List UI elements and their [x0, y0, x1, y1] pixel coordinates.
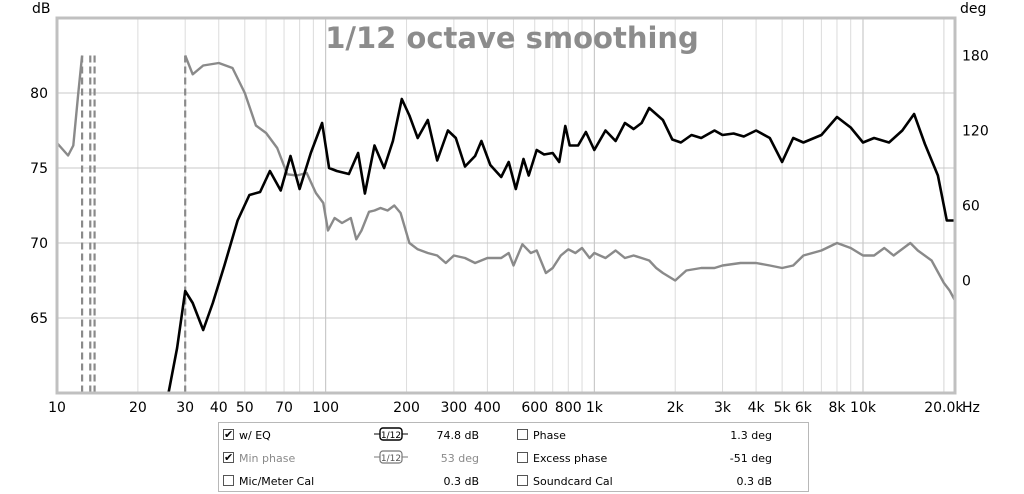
smoothing-icon: 1/12	[374, 450, 408, 464]
x-tick-label: 800	[555, 400, 582, 416]
x-tick-label: 2k	[667, 400, 685, 416]
x-tick-label: 300	[440, 400, 467, 416]
min-phase-smoothing-text: 1/12	[381, 454, 401, 464]
x-tick-label: 6k	[795, 400, 813, 416]
legend-panel: ✔ w/ EQ 1/12 74.8 dB Phase 1.3 deg ✔ Min…	[218, 422, 809, 492]
soundcard-cal-label: Soundcard Cal	[533, 475, 613, 488]
x-tick-label: 1k	[586, 400, 604, 416]
phase-checkbox[interactable]	[517, 429, 528, 440]
min-phase-value: 53 deg	[440, 452, 479, 465]
y-left-tick-label: 65	[30, 311, 48, 327]
smoothing-icon: 1/12	[374, 427, 408, 441]
x-tick-label: 30	[176, 400, 194, 416]
x-tick-label: 40	[210, 400, 228, 416]
x-tick-label: 4k	[748, 400, 766, 416]
series-layer	[57, 55, 955, 393]
x-tick-label: 3k	[714, 400, 732, 416]
x-tick-label: 600	[521, 400, 548, 416]
x-tick-label: 200	[393, 400, 420, 416]
y-right-tick-label: 180	[962, 49, 989, 65]
plot-frame	[55, 16, 957, 395]
y-right-tick-label: 60	[962, 199, 980, 215]
legend-row-eq: ✔ w/ EQ 1/12 74.8 dB Phase 1.3 deg	[219, 425, 808, 445]
x-tick-label: 10k	[850, 400, 877, 416]
series-line-min-phase	[184, 55, 955, 302]
excess-phase-value: -51 deg	[729, 452, 772, 465]
legend-row-min-phase: ✔ Min phase 1/12 53 deg Excess phase -51…	[219, 448, 808, 468]
mic-cal-label: Mic/Meter Cal	[239, 475, 315, 488]
right-axis-unit: deg	[960, 1, 986, 17]
x-tick-label: 10	[48, 400, 66, 416]
y-right-tick-label: 120	[962, 124, 989, 140]
left-axis-unit: dB	[32, 1, 51, 17]
mic-cal-value: 0.3 dB	[443, 475, 479, 488]
excess-phase-label: Excess phase	[533, 452, 608, 465]
soundcard-cal-value: 0.3 dB	[736, 475, 772, 488]
eq-checkbox[interactable]: ✔	[223, 428, 234, 441]
y-left-tick-label: 70	[30, 236, 48, 252]
min-phase-smoothing-button[interactable]: 1/12	[374, 450, 408, 464]
excess-phase-checkbox[interactable]	[517, 452, 528, 463]
x-tick-label: 50	[236, 400, 254, 416]
x-tick-label: 400	[474, 400, 501, 416]
x-tick-label: 100	[312, 400, 339, 416]
x-tick-label: 5k	[774, 400, 792, 416]
x-tick-label: 70	[275, 400, 293, 416]
mic-cal-checkbox[interactable]	[223, 475, 234, 486]
eq-smoothing-text: 1/12	[381, 431, 401, 441]
min-phase-checkbox[interactable]: ✔	[223, 451, 234, 464]
x-tick-label: 20.0k	[924, 400, 964, 416]
eq-value: 74.8 dB	[436, 429, 479, 442]
grid-lines	[56, 18, 955, 393]
y-right-tick-label: 0	[962, 274, 971, 290]
x-tick-label: 20	[129, 400, 147, 416]
legend-row-cal: Mic/Meter Cal 0.3 dB Soundcard Cal 0.3 d…	[219, 471, 808, 491]
tick-labels: 10 20 30 40 50 70 100 200 300 400 600 800 1k 2k 3k 4k 5k…	[30, 49, 989, 417]
frequency-response-chart: 1/12 octave smoothing dB deg Hz 10 20 30 40…	[30, 1, 989, 417]
y-left-tick-label: 75	[30, 161, 48, 177]
eq-label: w/ EQ	[239, 429, 271, 442]
phase-label: Phase	[533, 429, 566, 442]
series-line-min-phase	[57, 55, 84, 157]
series-line-eq	[167, 97, 955, 393]
min-phase-label: Min phase	[239, 452, 296, 465]
y-left-tick-label: 80	[30, 86, 48, 102]
phase-value: 1.3 deg	[730, 429, 772, 442]
eq-smoothing-button[interactable]: 1/12	[374, 427, 408, 441]
x-axis-unit: Hz	[962, 400, 980, 416]
x-tick-label: 8k	[828, 400, 846, 416]
soundcard-cal-checkbox[interactable]	[517, 475, 528, 486]
chart-title: 1/12 octave smoothing	[325, 21, 699, 55]
